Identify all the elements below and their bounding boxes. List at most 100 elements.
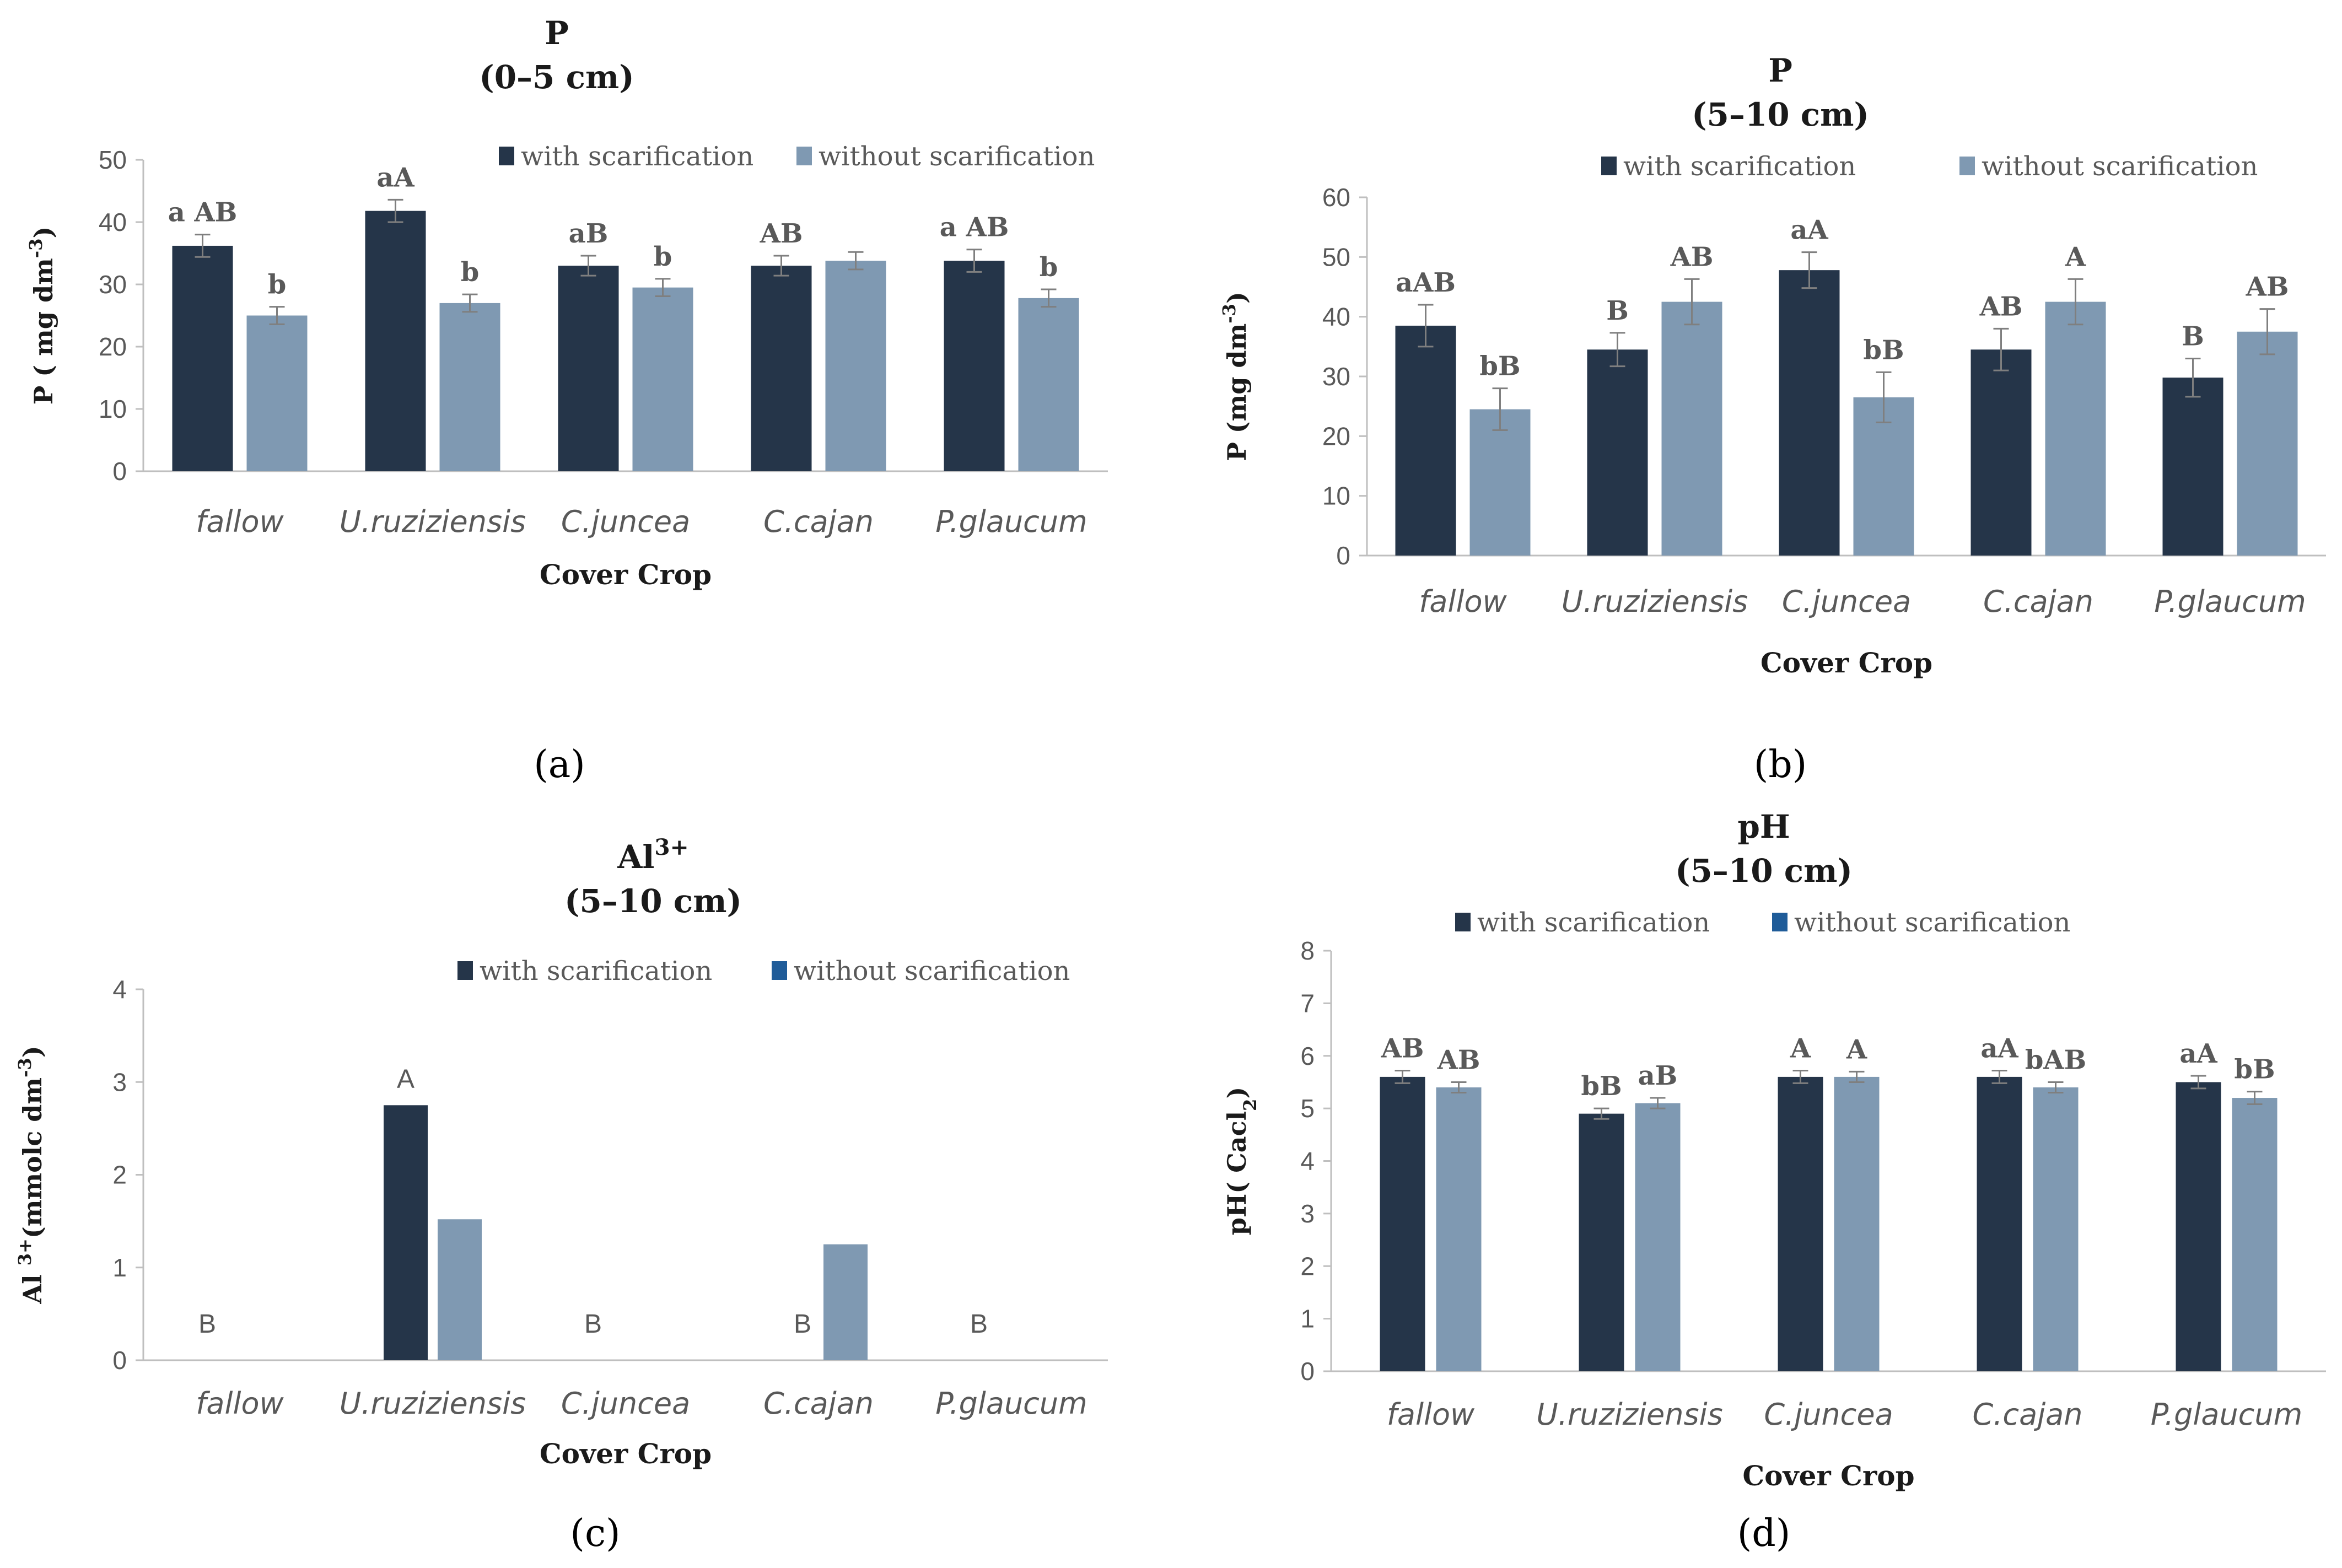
- significance-label: AB: [760, 218, 803, 249]
- y-tick-label: 0: [1300, 1357, 1315, 1386]
- bar-without-scarification: [438, 1219, 482, 1360]
- y-tick-label: 30: [1322, 362, 1350, 391]
- bar-without-scarification: [1853, 397, 1914, 556]
- legend-label-without: without scarification: [819, 141, 1095, 172]
- y-tick-label: 0: [112, 1346, 127, 1375]
- bar-without-scarification: [2237, 331, 2298, 556]
- legend-label-with: with scarification: [480, 956, 712, 987]
- chart-subtitle: (0–5 cm): [479, 58, 634, 96]
- significance-label: A: [397, 1064, 414, 1093]
- bar-without-scarification: [1469, 409, 1531, 556]
- category-label: U.ruziziensis: [1536, 1397, 1723, 1432]
- legend-swatch-without: [772, 961, 787, 980]
- bar-with-scarification: [944, 261, 1005, 471]
- significance-label: AB: [1437, 1044, 1480, 1075]
- chart-title: P: [1768, 52, 1792, 89]
- category-label: P.glaucum: [2151, 1397, 2302, 1432]
- significance-label: bB: [1863, 335, 1904, 365]
- panel-label: (c): [570, 1512, 620, 1555]
- bar-without-scarification: [1661, 301, 1722, 556]
- bar-with-scarification: [1779, 270, 1840, 556]
- y-tick-label: 8: [1300, 936, 1315, 965]
- bar-without-scarification: [632, 287, 693, 471]
- bar-without-scarification: [825, 261, 886, 471]
- y-axis-label: pH( Cacl2): [1222, 1087, 1261, 1235]
- bar-with-scarification: [1395, 325, 1456, 556]
- y-tick-label: 0: [112, 457, 127, 486]
- legend-label-without: without scarification: [794, 956, 1070, 987]
- significance-label: B: [794, 1310, 811, 1339]
- legend-label-with: with scarification: [1477, 907, 1710, 938]
- legend-swatch-with: [499, 147, 514, 165]
- bar-without-scarification: [1436, 1087, 1482, 1371]
- significance-label: a AB: [168, 197, 238, 228]
- bar-with-scarification: [1970, 349, 2032, 556]
- significance-label: bB: [1479, 351, 1520, 382]
- significance-label: A: [1790, 1033, 1811, 1064]
- category-label: C.juncea: [561, 1386, 690, 1421]
- significance-label: AB: [1979, 291, 2023, 322]
- y-tick-label: 1: [112, 1253, 127, 1282]
- legend-swatch-without: [1959, 157, 1975, 175]
- significance-label: bB: [1581, 1071, 1622, 1102]
- category-label: U.ruziziensis: [340, 1386, 526, 1421]
- category-label: C.cajan: [1983, 584, 2093, 619]
- significance-label: B: [2182, 321, 2204, 352]
- y-axis-label: Al 3+(mmolc dm-3): [14, 1046, 47, 1304]
- bar-with-scarification: [365, 211, 426, 471]
- bar-with-scarification: [1778, 1076, 1823, 1371]
- y-tick-label: 0: [1336, 541, 1350, 570]
- legend-swatch-with: [1601, 157, 1617, 175]
- y-tick-label: 40: [99, 208, 127, 236]
- significance-label: B: [584, 1310, 602, 1339]
- bar-without-scarification: [1018, 298, 1079, 471]
- y-tick-label: 60: [1322, 183, 1350, 212]
- y-tick-label: 20: [99, 332, 127, 361]
- category-label: U.ruziziensis: [340, 504, 526, 539]
- legend-label-without: without scarification: [1982, 151, 2258, 182]
- bar-with-scarification: [384, 1105, 428, 1360]
- legend-swatch-without: [1772, 913, 1788, 931]
- significance-label: aB: [569, 218, 609, 249]
- significance-label: AB: [1381, 1033, 1424, 1064]
- significance-label: B: [970, 1310, 988, 1339]
- x-axis-title: Cover Crop: [540, 558, 712, 591]
- category-label: C.cajan: [763, 504, 874, 539]
- bar-without-scarification: [823, 1244, 868, 1360]
- chart-title: P: [545, 14, 569, 52]
- y-tick-label: 4: [1300, 1147, 1315, 1176]
- bar-with-scarification: [1587, 349, 1648, 556]
- y-tick-label: 30: [99, 270, 127, 299]
- legend-label-with: with scarification: [1623, 151, 1856, 182]
- category-label: fallow: [196, 1386, 284, 1421]
- significance-label: bAB: [2025, 1044, 2086, 1075]
- category-label: fallow: [196, 504, 284, 539]
- legend-swatch-with: [457, 961, 473, 980]
- y-tick-label: 40: [1322, 303, 1350, 331]
- chart-title-rich: Al3+: [617, 834, 688, 876]
- significance-label: B: [1606, 295, 1629, 326]
- significance-label: b: [1040, 252, 1058, 283]
- significance-label: aAB: [1396, 267, 1456, 298]
- category-label: P.glaucum: [935, 1386, 1087, 1421]
- category-label: U.ruziziensis: [1562, 584, 1748, 619]
- bar-with-scarification: [2176, 1082, 2221, 1371]
- y-axis-label: P (mg dm-3): [1219, 292, 1252, 461]
- y-tick-label: 6: [1300, 1042, 1315, 1070]
- y-tick-label: 5: [1300, 1094, 1315, 1123]
- y-tick-label: 10: [1322, 482, 1350, 510]
- bar-without-scarification: [246, 315, 308, 471]
- y-tick-label: 50: [1322, 243, 1350, 271]
- panel-label: (b): [1754, 743, 1807, 786]
- bar-with-scarification: [1579, 1113, 1624, 1371]
- chart-d: pH (5–10 cm) 0 1 2 3 4 5 6 7 8 pH( Cacl2) fallow AB AB…: [1222, 808, 2326, 1555]
- significance-label: b: [654, 241, 672, 272]
- bar-with-scarification: [751, 266, 812, 471]
- legend-swatch-without: [796, 147, 812, 165]
- y-tick-label: 1: [1300, 1305, 1315, 1333]
- legend-label-without: without scarification: [1794, 907, 2070, 938]
- legend-label-with: with scarification: [521, 141, 753, 172]
- chart-b: P (5–10 cm) 0 10 20 30 40 50 60 P (mg dm-3) fallow…: [1219, 52, 2326, 786]
- chart-c: Al3+ (5–10 cm) 0 1 2 3 4 Al 3+(mmolc dm-3) fallo…: [14, 834, 1108, 1555]
